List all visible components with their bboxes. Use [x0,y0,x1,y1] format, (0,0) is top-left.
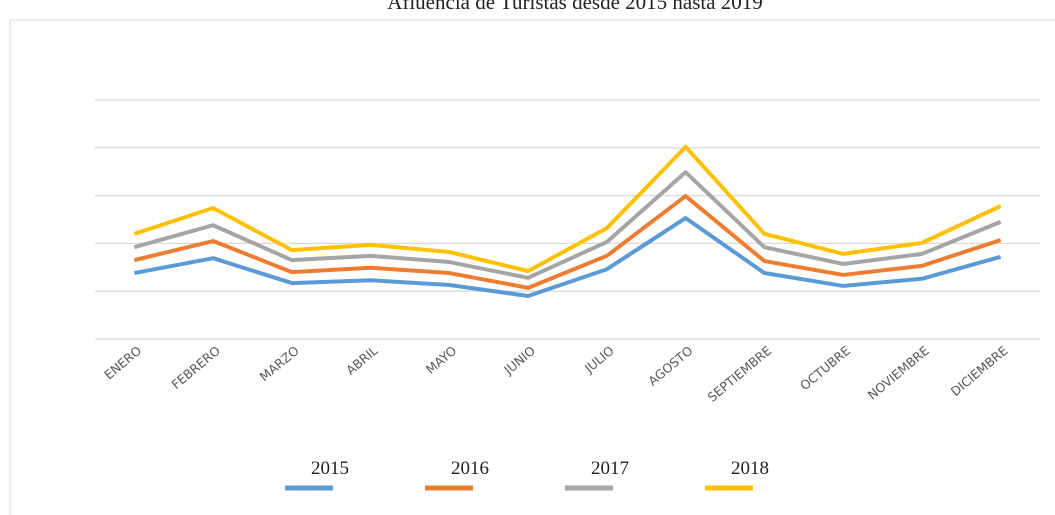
x-tick-label: OCTUBRE [797,343,853,393]
series-line [133,170,1002,280]
legend-label: 2018 [731,458,769,479]
legend-label: 2016 [451,458,489,479]
series-line [133,194,1002,290]
series-line [133,144,1002,274]
x-tick-label: JUNIO [500,343,538,378]
x-tick-label: MARZO [257,343,302,384]
chart-title: Afluencia de Turistas desde 2015 hasta 2… [387,0,763,14]
legend-label: 2015 [311,458,349,479]
x-tick-label: DICIEMBRE [948,343,1011,399]
series-line [134,216,1002,298]
x-tick-label: JULIO [581,343,617,377]
x-tick-label: MAYO [423,343,460,377]
legend-label: 2017 [591,458,629,479]
x-tick-label: NOVIEMBRE [865,343,932,403]
x-tick-label: ENERO [101,343,144,383]
x-tick-label: ABRIL [343,343,381,378]
x-tick-label: AGOSTO [645,343,696,389]
x-tick-label: FEBRERO [168,343,223,392]
x-tick-label: SEPTIEMBRE [704,343,774,405]
